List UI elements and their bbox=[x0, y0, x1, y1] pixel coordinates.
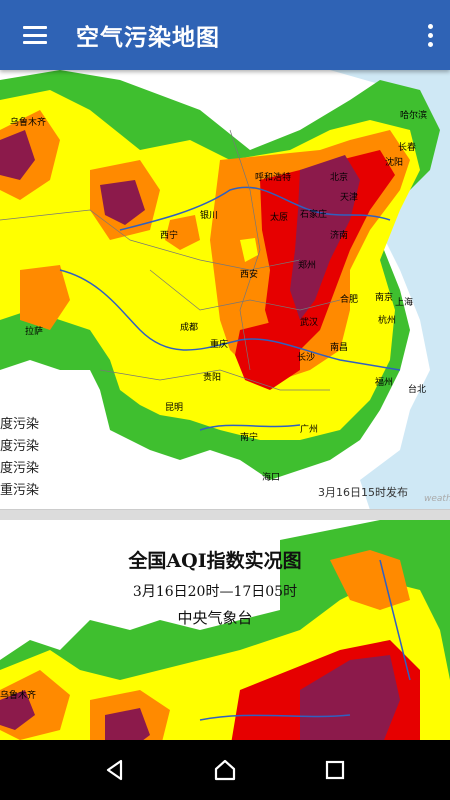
svg-text:台北: 台北 bbox=[408, 383, 426, 395]
page-title: 空气污染地图 bbox=[76, 25, 220, 51]
svg-text:成都: 成都 bbox=[180, 321, 198, 333]
svg-text:西安: 西安 bbox=[240, 268, 258, 280]
svg-text:哈尔滨: 哈尔滨 bbox=[400, 109, 427, 121]
svg-text:杭州: 杭州 bbox=[378, 314, 396, 326]
map-card-aqi[interactable]: 乌鲁木齐 全国AQI指数实况图 3月16日20时—17日05时 中央气象台 bbox=[0, 520, 450, 740]
svg-text:广州: 广州 bbox=[300, 423, 318, 435]
svg-text:长春: 长春 bbox=[398, 141, 416, 153]
more-vert-icon bbox=[427, 23, 433, 29]
svg-text:石家庄: 石家庄 bbox=[300, 208, 327, 220]
svg-text:南京: 南京 bbox=[375, 291, 393, 303]
legend-item: 度污染 bbox=[0, 439, 40, 454]
svg-text:呼和浩特: 呼和浩特 bbox=[255, 171, 291, 183]
svg-text:长沙: 长沙 bbox=[297, 351, 315, 363]
more-options-button[interactable] bbox=[410, 0, 450, 70]
svg-text:天津: 天津 bbox=[340, 192, 358, 203]
svg-text:银川: 银川 bbox=[200, 209, 218, 221]
publish-stamp: 3月16日15时发布 bbox=[318, 486, 408, 499]
aqi-map-subtitle: 3月16日20时—17日05时 bbox=[132, 584, 298, 600]
svg-text:昆明: 昆明 bbox=[165, 402, 183, 413]
svg-text:南昌: 南昌 bbox=[330, 341, 348, 353]
legend-item: 度污染 bbox=[0, 461, 40, 476]
svg-text:沈阳: 沈阳 bbox=[385, 156, 403, 168]
legend: 度污染 度污染 度污染 重污染 bbox=[0, 414, 39, 502]
svg-text:太原: 太原 bbox=[270, 211, 288, 223]
divider bbox=[0, 510, 450, 520]
aqi-map-title: 全国AQI指数实况图 bbox=[128, 550, 302, 572]
back-triangle-icon bbox=[106, 759, 123, 781]
legend-item: 重污染 bbox=[0, 483, 40, 498]
svg-text:南宁: 南宁 bbox=[240, 431, 258, 443]
svg-text:贵阳: 贵阳 bbox=[203, 371, 221, 383]
svg-text:上海: 上海 bbox=[395, 296, 413, 308]
aqi-map-image: 乌鲁木齐 bbox=[0, 520, 450, 740]
back-button[interactable] bbox=[85, 740, 145, 800]
map-list[interactable]: 乌鲁木齐 拉萨 西宁 银川 呼和浩特 太原 石家庄 北京 天津 济南 郑州 西安… bbox=[0, 70, 450, 740]
recents-button[interactable] bbox=[305, 740, 365, 800]
aqi-map-source: 中央气象台 bbox=[177, 609, 253, 627]
svg-text:武汉: 武汉 bbox=[300, 316, 318, 328]
aqi-map-header: 全国AQI指数实况图 3月16日20时—17日05时 中央气象台 bbox=[60, 546, 370, 628]
home-button[interactable] bbox=[195, 740, 255, 800]
svg-text:西宁: 西宁 bbox=[160, 229, 178, 241]
svg-text:拉萨: 拉萨 bbox=[25, 325, 43, 337]
pollution-map-image: 乌鲁木齐 拉萨 西宁 银川 呼和浩特 太原 石家庄 北京 天津 济南 郑州 西安… bbox=[0, 70, 450, 509]
home-icon bbox=[214, 759, 236, 781]
svg-text:济南: 济南 bbox=[330, 229, 348, 241]
svg-text:海口: 海口 bbox=[262, 471, 280, 483]
svg-text:北京: 北京 bbox=[330, 171, 348, 183]
watermark: weath bbox=[424, 494, 450, 504]
svg-text:福州: 福州 bbox=[375, 376, 393, 388]
map-card-forecast[interactable]: 乌鲁木齐 拉萨 西宁 银川 呼和浩特 太原 石家庄 北京 天津 济南 郑州 西安… bbox=[0, 70, 450, 510]
hamburger-menu-icon bbox=[23, 26, 47, 44]
svg-text:乌鲁木齐: 乌鲁木齐 bbox=[10, 116, 46, 128]
menu-button[interactable] bbox=[0, 0, 70, 70]
svg-text:郑州: 郑州 bbox=[298, 259, 316, 271]
recents-square-icon bbox=[325, 760, 345, 780]
legend-item: 度污染 bbox=[0, 417, 40, 432]
svg-text:合肥: 合肥 bbox=[340, 293, 358, 305]
svg-text:重庆: 重庆 bbox=[210, 338, 228, 350]
svg-text:乌鲁木齐: 乌鲁木齐 bbox=[0, 689, 36, 701]
system-nav-bar bbox=[0, 740, 450, 800]
app-bar: 空气污染地图 bbox=[0, 0, 450, 70]
